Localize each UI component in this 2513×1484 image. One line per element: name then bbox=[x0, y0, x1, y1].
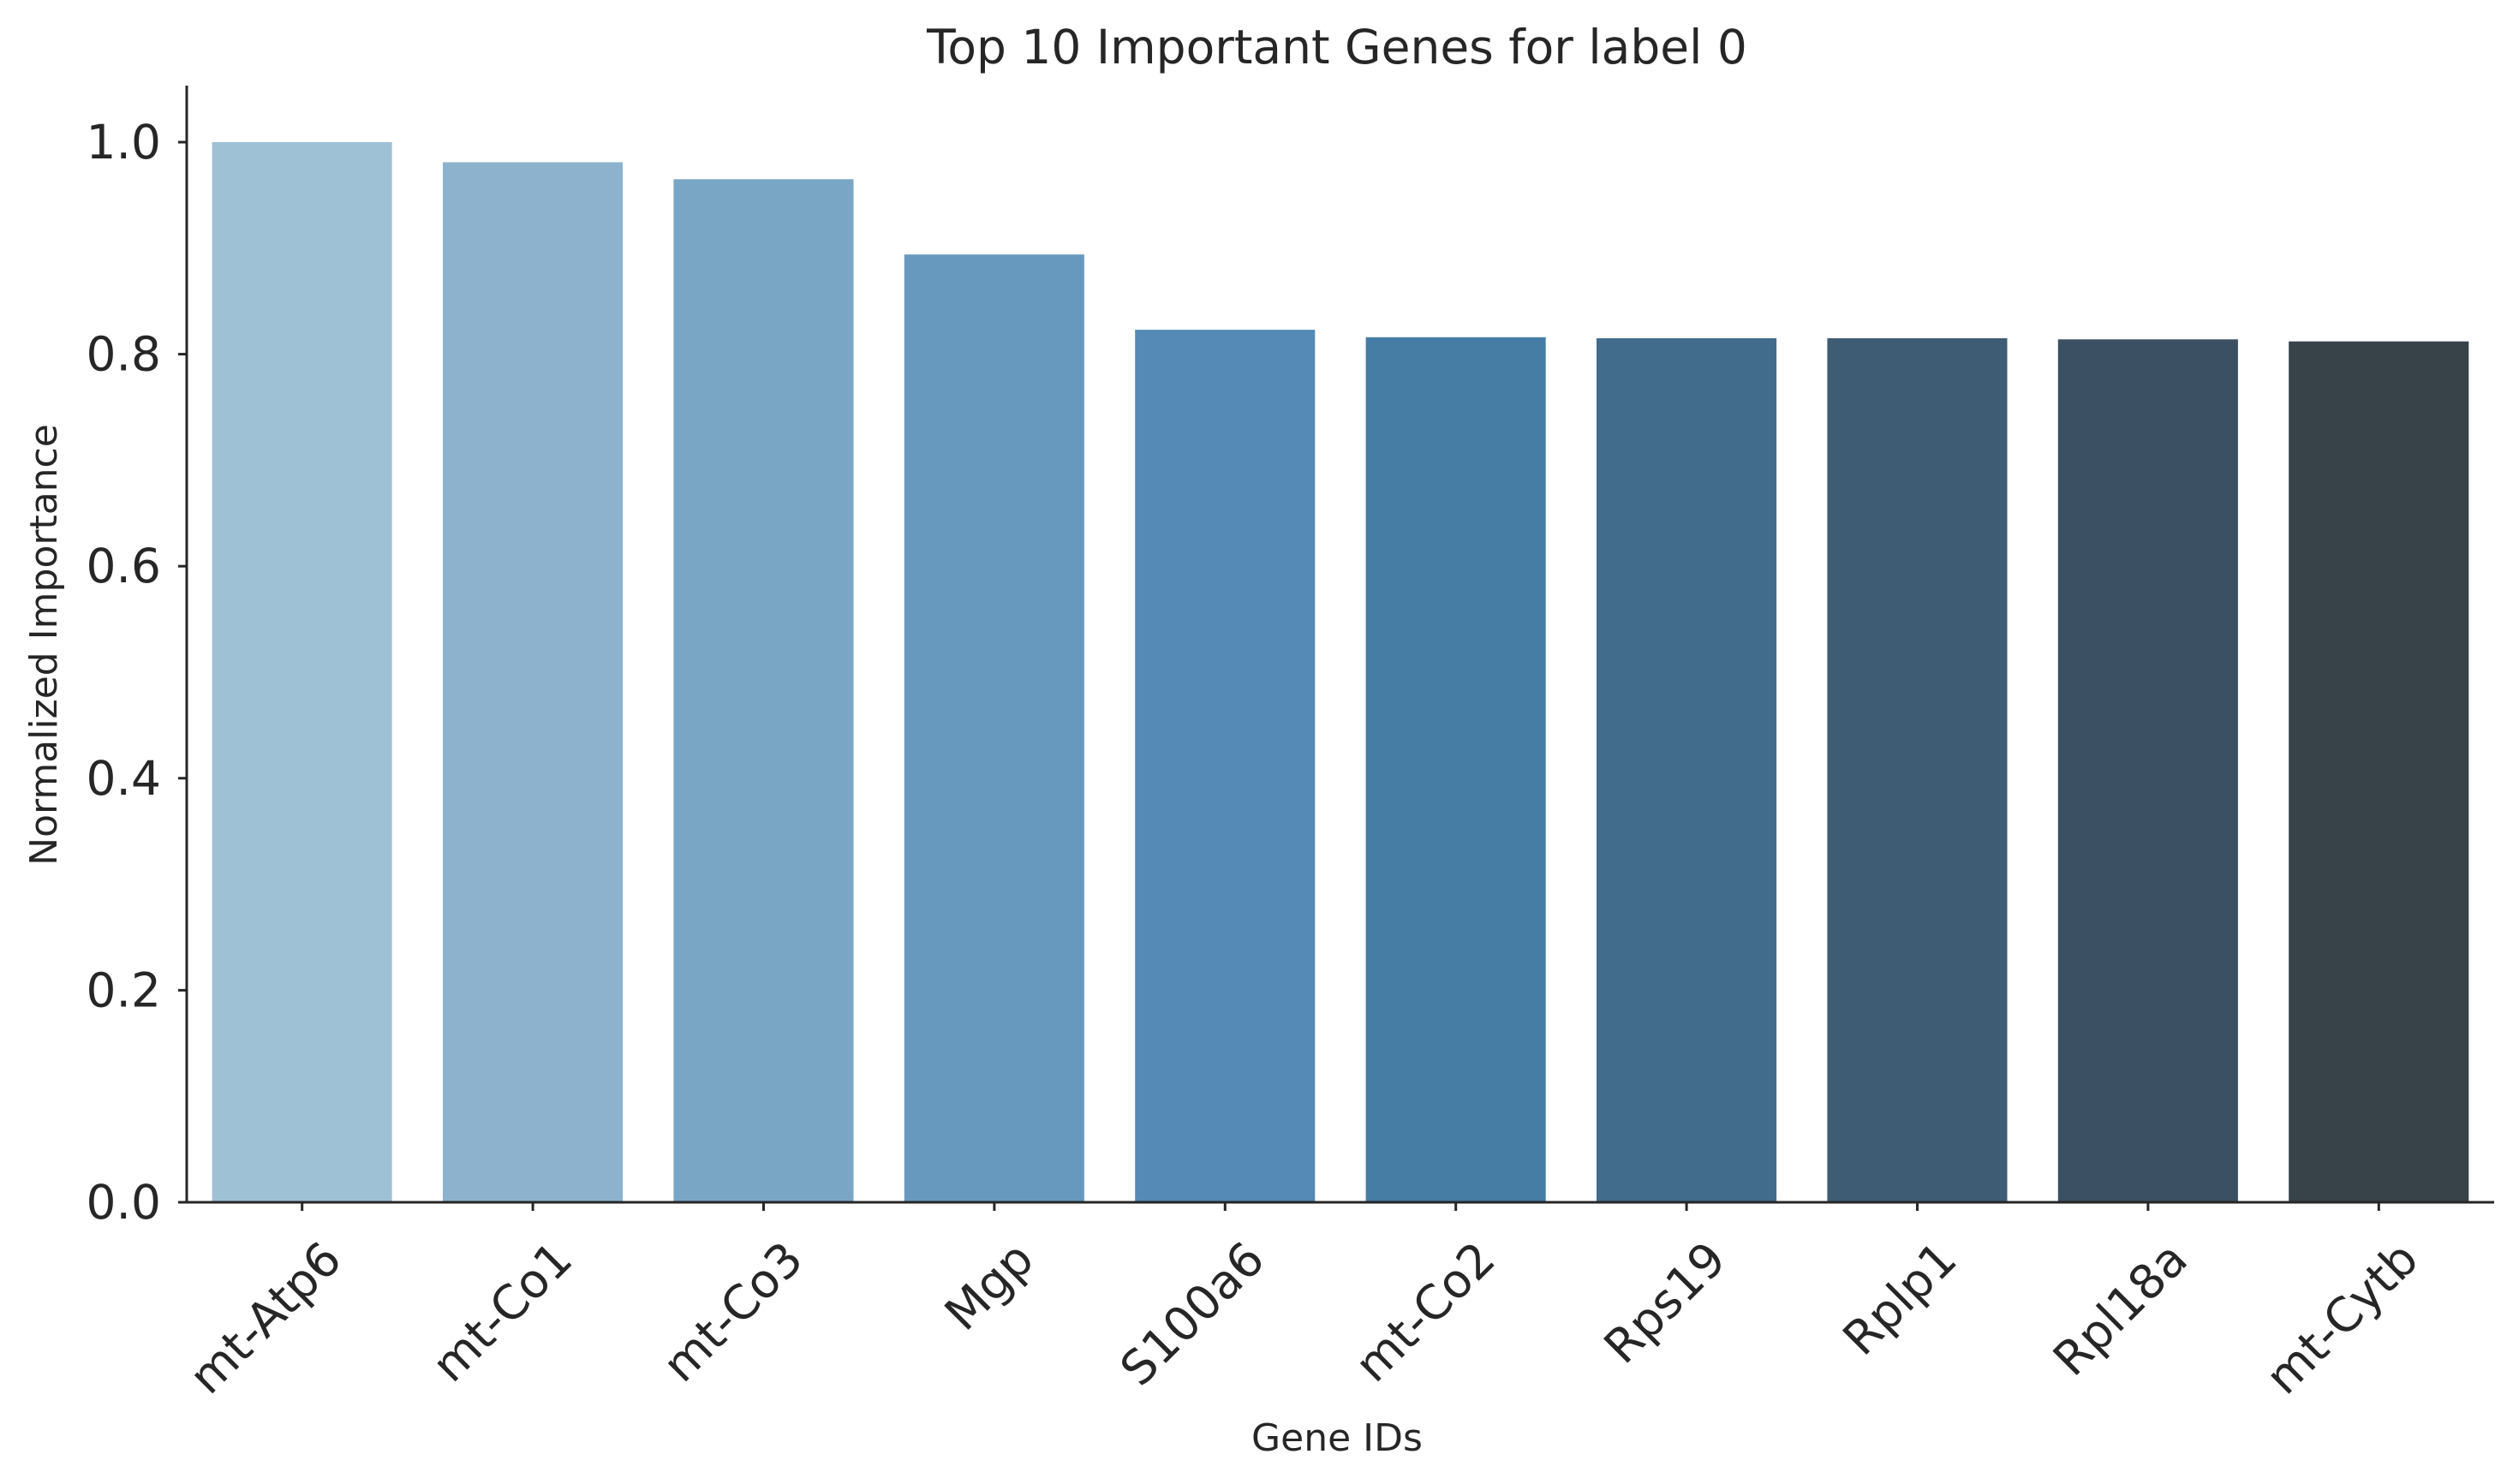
bars-group bbox=[212, 142, 2469, 1203]
x-tick-label: mt-Cytb bbox=[2255, 1231, 2429, 1405]
x-axis-label: Gene IDs bbox=[1251, 1416, 1423, 1460]
bar-Mgp bbox=[904, 254, 1084, 1203]
bar-Rps19 bbox=[1597, 338, 1777, 1202]
bar-mt-Cytb bbox=[2289, 341, 2469, 1202]
y-tick-label: 0.6 bbox=[87, 539, 161, 593]
x-tick-label: Rplp1 bbox=[1832, 1231, 1967, 1366]
bar-mt-Co2 bbox=[1365, 337, 1546, 1202]
x-tick-label: mt-Co3 bbox=[652, 1231, 813, 1392]
x-tick-label: mt-Atp6 bbox=[179, 1231, 352, 1404]
x-tick-label: Rps19 bbox=[1593, 1231, 1736, 1374]
y-tick-label: 0.8 bbox=[87, 327, 161, 382]
bar-Rplp1 bbox=[1827, 338, 2008, 1202]
bar-S100a6 bbox=[1135, 330, 1316, 1203]
bar-mt-Co1 bbox=[443, 162, 624, 1202]
y-tick-label: 1.0 bbox=[87, 115, 161, 170]
bar-mt-Atp6 bbox=[212, 142, 392, 1202]
y-tick-label: 0.0 bbox=[87, 1175, 161, 1230]
x-tick-label: mt-Co1 bbox=[421, 1231, 582, 1392]
bar-mt-Co3 bbox=[673, 179, 854, 1202]
x-ticks-group: mt-Atp6 mt-Co1 mt-Co3 Mgp S100a6 mt-Co2 Rps19 R… bbox=[179, 1202, 2429, 1405]
y-tick-label: 0.2 bbox=[87, 963, 161, 1017]
x-tick-label: S100a6 bbox=[1110, 1231, 1275, 1397]
x-tick-label: mt-Co2 bbox=[1345, 1231, 1506, 1392]
x-tick-label: Mgp bbox=[934, 1231, 1044, 1341]
bar-Rpl18a bbox=[2057, 339, 2238, 1202]
y-axis-label: Normalized Importance bbox=[22, 424, 66, 866]
y-tick-label: 0.4 bbox=[87, 751, 161, 806]
chart-title: Top 10 Important Genes for label 0 bbox=[926, 20, 1747, 74]
y-ticks-group: 0.0 0.2 0.4 0.6 0.8 1.0 bbox=[87, 115, 187, 1230]
x-tick-label: Rpl18a bbox=[2043, 1231, 2198, 1386]
